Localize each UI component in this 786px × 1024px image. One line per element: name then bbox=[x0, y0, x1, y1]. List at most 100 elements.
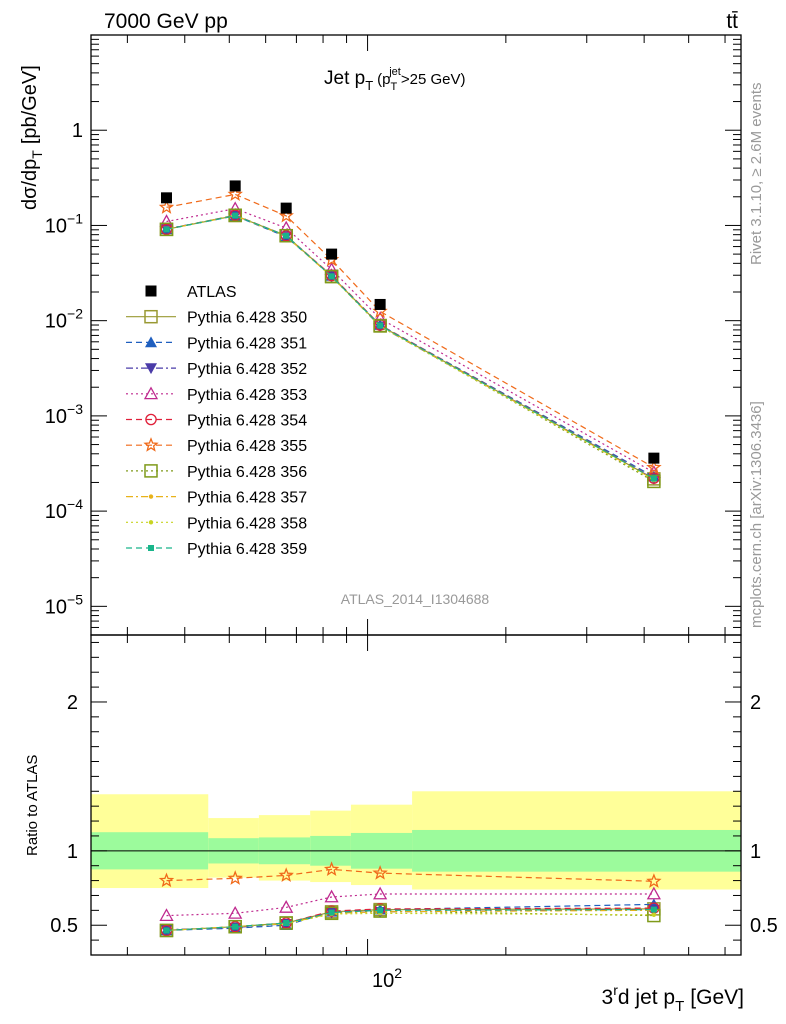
legend-label: Pythia 6.428 358 bbox=[187, 515, 307, 532]
ratio-y-tick-label-left: 0.5 bbox=[50, 915, 78, 937]
series-line bbox=[166, 193, 655, 469]
legend-label: Pythia 6.428 350 bbox=[187, 310, 307, 327]
ratio-series-group bbox=[158, 861, 662, 938]
marker-open-star bbox=[158, 199, 175, 214]
main-series-group bbox=[158, 180, 662, 489]
y-tick-base: 10 bbox=[45, 501, 67, 523]
marker-open-circle bbox=[160, 223, 173, 236]
ratio-y-tick-label-right: 2 bbox=[750, 692, 761, 714]
marker-small-square bbox=[328, 909, 335, 916]
y-tick-base: 10 bbox=[45, 311, 67, 333]
x-label-unit: [GeV] bbox=[690, 986, 744, 1009]
marker-triangle-down bbox=[145, 363, 157, 375]
ratio-series-line bbox=[166, 908, 654, 931]
marker-open-square bbox=[324, 269, 339, 284]
series-atlas bbox=[160, 180, 660, 464]
legend-entry: Pythia 6.428 355 bbox=[126, 437, 307, 455]
marker-open-square bbox=[373, 904, 387, 918]
legend-entry: Pythia 6.428 358 bbox=[126, 515, 307, 532]
marker-small-square bbox=[232, 212, 239, 219]
marker-open-square bbox=[159, 222, 174, 237]
x-tick-exp: 2 bbox=[394, 965, 402, 981]
marker-filled-square bbox=[374, 298, 386, 310]
ratio-y-tick-label-right: 0.5 bbox=[750, 915, 778, 937]
process-label: tt̄ bbox=[726, 10, 738, 33]
legend-entry: Pythia 6.428 354 bbox=[126, 413, 307, 430]
legend-label: Pythia 6.428 352 bbox=[187, 361, 307, 378]
marker-open-triangle bbox=[159, 214, 174, 227]
marker-open-triangle bbox=[373, 886, 388, 900]
marker-open-triangle bbox=[228, 905, 243, 919]
marker-open-square bbox=[647, 474, 661, 489]
marker-small-square bbox=[163, 927, 170, 934]
marker-open-triangle bbox=[159, 908, 174, 922]
marker-small-square bbox=[650, 475, 657, 482]
x-label-sub: T bbox=[675, 998, 684, 1015]
marker-filled-square bbox=[145, 285, 157, 297]
main-title-paren-sup: jet bbox=[388, 66, 401, 78]
x-tick-label-100: 102 bbox=[372, 965, 402, 992]
series-line bbox=[166, 208, 655, 473]
ratio-series-line bbox=[166, 909, 654, 931]
main-y-axis-label: dσ/dpT [pb/GeV] bbox=[19, 65, 45, 210]
marker-open-circle bbox=[648, 472, 660, 484]
series-pythia-6-428-355 bbox=[158, 186, 662, 475]
marker-open-star bbox=[646, 873, 662, 888]
series-pythia-6-428-359 bbox=[163, 212, 657, 482]
legend-label: Pythia 6.428 357 bbox=[187, 490, 307, 507]
ratio-series-line bbox=[166, 912, 654, 931]
y-tick-label: 10−4 bbox=[45, 496, 83, 523]
marker-open-star bbox=[158, 872, 175, 888]
marker-filled-square bbox=[280, 202, 292, 214]
legend-entry: Pythia 6.428 352 bbox=[126, 361, 307, 378]
ratio-series-line bbox=[166, 868, 654, 882]
marker-open-circle bbox=[280, 229, 292, 242]
marker-open-square bbox=[144, 464, 158, 478]
x-axis-label: 3rd jet pT [GeV] bbox=[602, 982, 744, 1015]
marker-open-square bbox=[144, 309, 158, 324]
y-tick-label: 10−5 bbox=[45, 591, 83, 618]
main-title-text: Jet p bbox=[324, 68, 365, 89]
y-tick-exp: −1 bbox=[67, 210, 83, 226]
marker-open-triangle bbox=[646, 886, 661, 900]
ratio-series-pythia-6-428-359 bbox=[163, 906, 657, 934]
main-title-paren-sub: T bbox=[391, 81, 398, 93]
legend-label: Pythia 6.428 354 bbox=[187, 413, 307, 430]
legend-label: Pythia 6.428 353 bbox=[187, 387, 307, 404]
marker-open-star bbox=[227, 870, 243, 885]
main-y-label-text: dσ/dp bbox=[19, 159, 41, 210]
y-tick-label: 10−1 bbox=[45, 210, 83, 237]
legend-label: Pythia 6.428 359 bbox=[187, 541, 307, 558]
legend-label: Pythia 6.428 356 bbox=[187, 464, 307, 481]
legend-entry: Pythia 6.428 353 bbox=[126, 386, 307, 404]
legend-entry: Pythia 6.428 359 bbox=[126, 541, 307, 558]
marker-open-star bbox=[278, 207, 294, 223]
legend-label: ATLAS bbox=[187, 284, 237, 301]
y-tick-exp: −3 bbox=[67, 401, 83, 417]
marker-open-triangle bbox=[279, 900, 294, 913]
main-y-tick-labels: 10−510−410−310−210−11 bbox=[45, 120, 83, 618]
ratio-series-pythia-6-428-353 bbox=[159, 886, 661, 922]
y-tick-exp: −5 bbox=[67, 591, 83, 607]
ratio-y-tick-label-left: 1 bbox=[67, 841, 78, 863]
ratio-y-tick-label-right: 1 bbox=[750, 841, 761, 863]
series-line bbox=[166, 214, 655, 480]
marker-triangle-up bbox=[145, 336, 157, 348]
ratio-series-line bbox=[166, 893, 654, 917]
marker-open-star bbox=[372, 864, 388, 880]
marker-open-star bbox=[646, 459, 662, 475]
ratio-y-axis-label: Ratio to ATLAS bbox=[24, 755, 41, 856]
marker-open-triangle bbox=[143, 386, 159, 400]
ratio-series-pythia-6-428-355 bbox=[158, 861, 662, 888]
marker-small-square bbox=[283, 232, 290, 239]
legend-entry: Pythia 6.428 351 bbox=[126, 335, 307, 352]
x-label-a: 3 bbox=[602, 986, 614, 1009]
marker-filled-square bbox=[326, 248, 338, 260]
legend-entry: Pythia 6.428 356 bbox=[126, 464, 307, 481]
marker-small bbox=[148, 520, 154, 525]
ratio-y-tick-label-left: 2 bbox=[67, 692, 78, 714]
x-label-sup: r bbox=[613, 982, 618, 998]
analysis-watermark: ATLAS_2014_I1304688 bbox=[341, 591, 490, 607]
marker-filled-square bbox=[229, 180, 241, 192]
y-tick-base: 10 bbox=[45, 215, 67, 237]
